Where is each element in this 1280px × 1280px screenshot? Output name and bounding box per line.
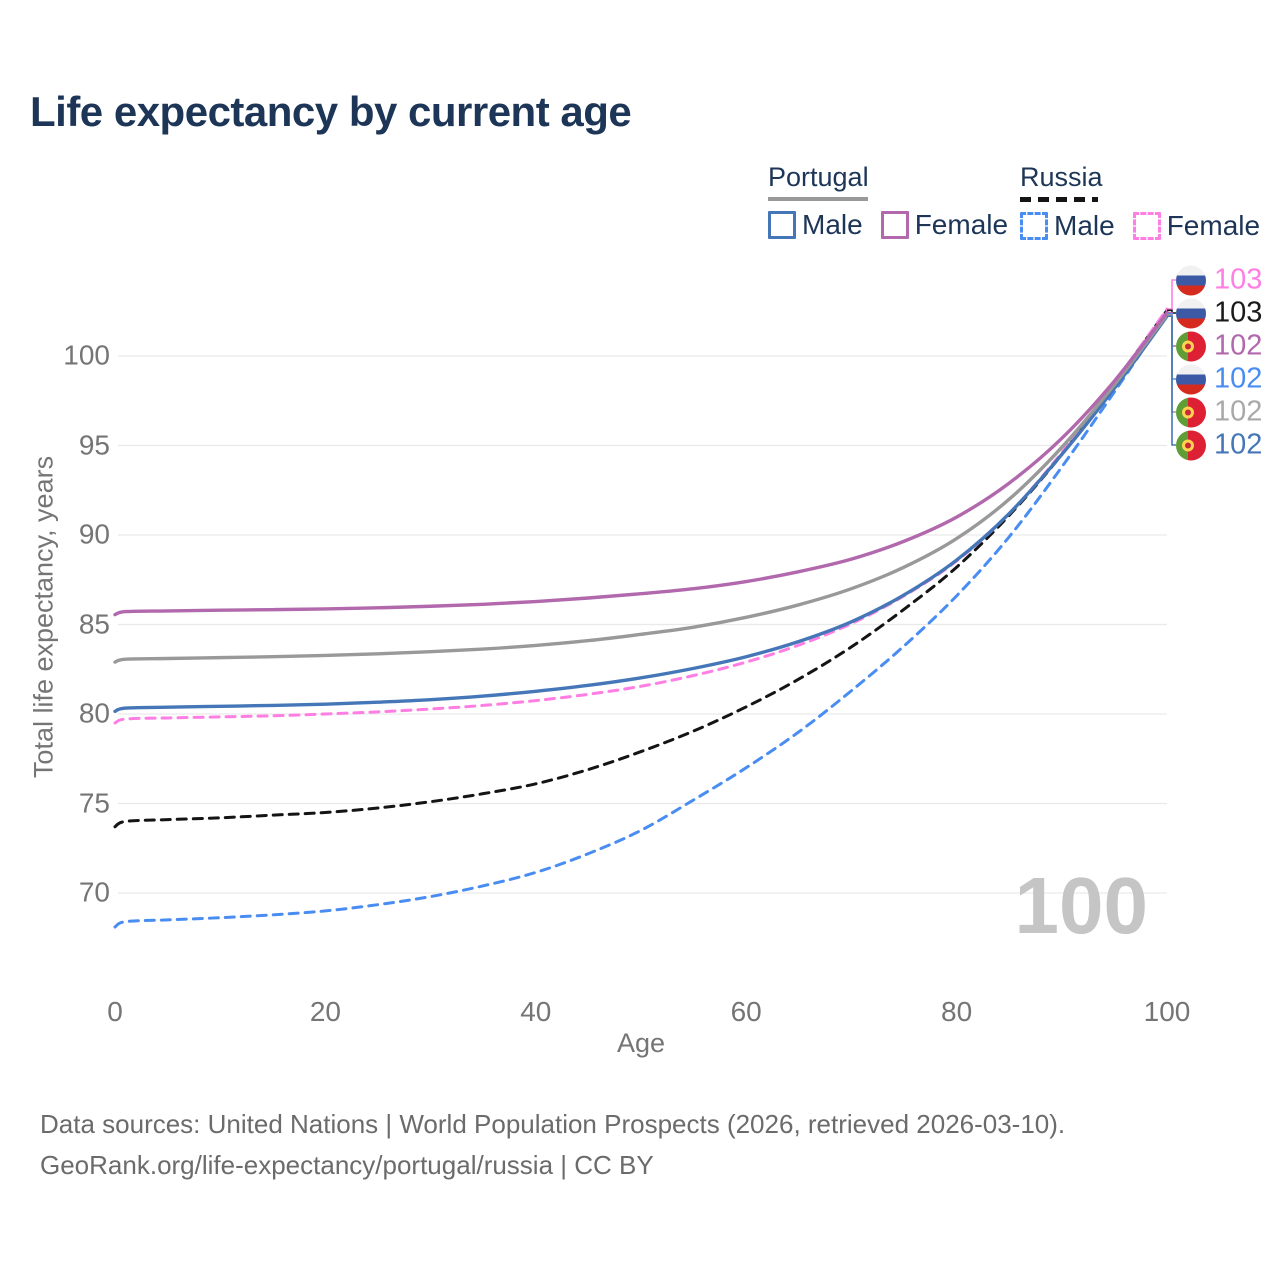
flag-portugal-icon bbox=[1176, 331, 1206, 361]
end-label-connector-ru_all bbox=[1167, 309, 1176, 314]
end-label-value: 102 bbox=[1214, 428, 1263, 461]
end-label-value: 103 bbox=[1214, 263, 1263, 296]
y-tick-label: 95 bbox=[78, 428, 110, 460]
legend-label-portugal-female: Female bbox=[914, 209, 1009, 240]
end-label-connector-ru_female bbox=[1167, 279, 1176, 310]
x-tick-label: 0 bbox=[107, 996, 123, 1027]
legend-country-portugal: Portugal bbox=[768, 162, 869, 192]
legend-row: Male Female bbox=[1020, 210, 1278, 242]
footer: Data sources: United Nations | World Pop… bbox=[40, 1104, 1065, 1186]
end-label-ru_male: 102 bbox=[1176, 363, 1262, 396]
flag-russia-icon bbox=[1176, 265, 1206, 295]
series-line-ru_female bbox=[113, 307, 1169, 725]
legend-swatch-russia-male bbox=[1020, 212, 1048, 240]
y-tick-label: 90 bbox=[78, 518, 110, 550]
end-label-ru_female: 103 bbox=[1176, 264, 1262, 297]
legend-country-russia: Russia bbox=[1020, 162, 1103, 192]
flag-portugal-icon bbox=[1176, 397, 1206, 427]
y-tick-label: 70 bbox=[78, 876, 110, 908]
x-tick-label: 40 bbox=[520, 996, 552, 1027]
end-label-ru_all: 103 bbox=[1176, 297, 1262, 330]
footer-attribution: GeoRank.org/life-expectancy/portugal/rus… bbox=[40, 1150, 654, 1180]
legend-label-russia-female: Female bbox=[1166, 210, 1261, 241]
legend-item-russia-male[interactable]: Male bbox=[1020, 210, 1115, 242]
legend-group-portugal: Portugal Male Female bbox=[768, 162, 1026, 241]
x-tick-label: 80 bbox=[941, 996, 973, 1027]
y-tick-label: 80 bbox=[78, 697, 110, 729]
legend-item-russia-female[interactable]: Female bbox=[1132, 210, 1261, 242]
end-label-value: 102 bbox=[1214, 362, 1263, 395]
series-line-ru_all bbox=[113, 308, 1169, 829]
x-tick-label: 20 bbox=[309, 996, 341, 1027]
legend-swatch-russia-female bbox=[1132, 212, 1161, 240]
x-tick-label: 100 bbox=[1143, 996, 1191, 1027]
legend-line-sample-dashed bbox=[1020, 197, 1098, 202]
series-line-pt_female bbox=[113, 310, 1169, 617]
y-tick-label: 100 bbox=[63, 339, 110, 371]
footer-data-sources: Data sources: United Nations | World Pop… bbox=[40, 1109, 1066, 1139]
legend-label-russia-male: Male bbox=[1054, 210, 1115, 241]
flag-russia-icon bbox=[1176, 298, 1206, 328]
series-line-pt_all bbox=[113, 313, 1169, 664]
flag-portugal-icon bbox=[1176, 430, 1206, 460]
legend-item-portugal-female[interactable]: Female bbox=[880, 209, 1009, 241]
age-counter-watermark: 100 bbox=[1014, 861, 1148, 950]
series-line-ru_male bbox=[113, 312, 1169, 929]
end-label-pt_female: 102 bbox=[1176, 330, 1262, 363]
page-title: Life expectancy by current age bbox=[30, 88, 632, 135]
end-label-pt_male: 102 bbox=[1176, 429, 1262, 462]
legend-row: Male Female bbox=[768, 209, 1026, 241]
end-label-value: 103 bbox=[1214, 296, 1263, 329]
y-axis-title: Total life expectancy, years bbox=[28, 455, 59, 779]
x-tick-label: 60 bbox=[730, 996, 762, 1027]
legend-swatch-portugal-female bbox=[880, 211, 909, 239]
legend-line-sample-solid bbox=[768, 197, 868, 201]
y-tick-label: 85 bbox=[78, 607, 110, 639]
flag-russia-icon bbox=[1176, 364, 1206, 394]
legend-group-russia: Russia Male Female bbox=[1020, 162, 1278, 242]
end-label-connector-pt_male bbox=[1167, 315, 1176, 446]
legend-swatch-portugal-male bbox=[768, 211, 796, 239]
x-axis-title: Age bbox=[616, 1028, 666, 1058]
end-label-pt_all: 102 bbox=[1176, 396, 1262, 429]
y-tick-label: 75 bbox=[78, 786, 110, 818]
legend-item-portugal-male[interactable]: Male bbox=[768, 209, 863, 241]
legend-label-portugal-male: Male bbox=[802, 209, 863, 240]
end-label-value: 102 bbox=[1214, 395, 1263, 428]
end-label-value: 102 bbox=[1214, 329, 1263, 362]
series-line-pt_male bbox=[113, 314, 1169, 714]
